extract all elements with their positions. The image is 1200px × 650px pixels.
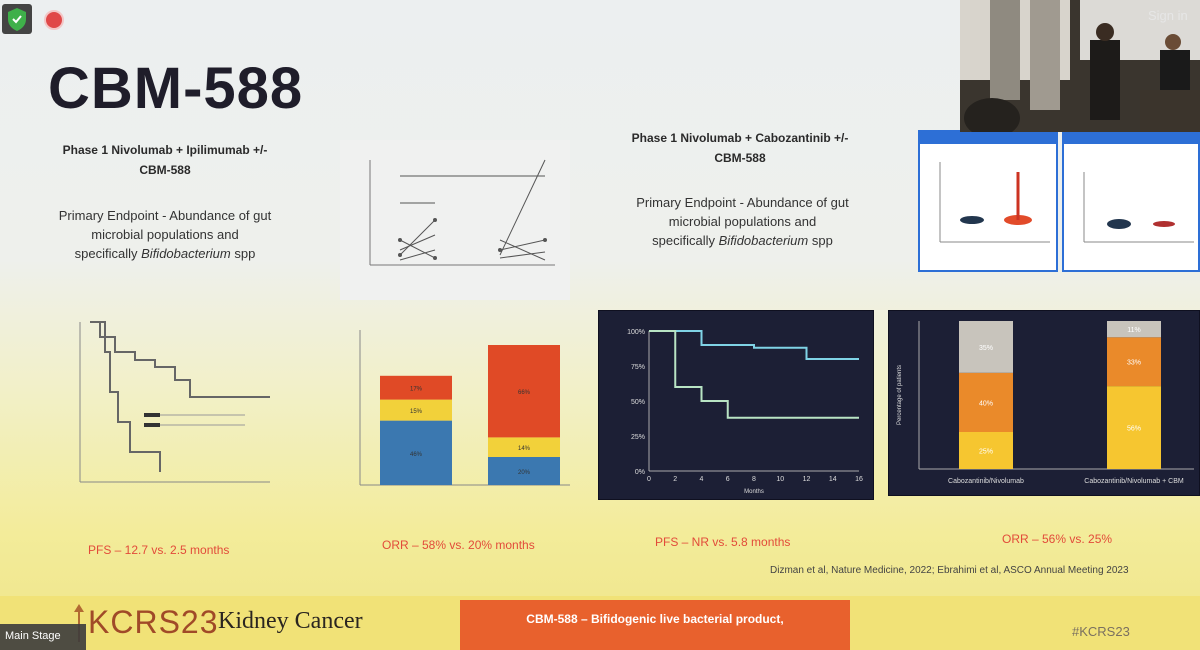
orr-dark-category-label: Cabozantinib/Nivolumab bbox=[948, 478, 1024, 485]
orr-dark-bar-segment bbox=[959, 372, 1013, 432]
orr-left-bar-segment bbox=[380, 375, 452, 400]
km-y-tick-label: 25% bbox=[631, 434, 645, 441]
right-trial-header: Phase 1 Nivolumab + Cabozantinib +/- CBM… bbox=[590, 128, 890, 168]
orr-left-bar-segment bbox=[488, 437, 560, 457]
orr-left-data-label: 15% bbox=[410, 409, 423, 415]
left-endpoint-spp: spp bbox=[230, 246, 256, 261]
km-y-tick-label: 50% bbox=[631, 399, 645, 406]
left-header-line1: Phase 1 Nivolumab + Ipilimumab +/- bbox=[62, 143, 268, 157]
sign-in-link[interactable]: Sign in bbox=[1148, 8, 1188, 23]
orr-dark-y-axis-label: Percentage of patients bbox=[897, 365, 903, 425]
left-header-line2: CBM-588 bbox=[139, 163, 191, 177]
km-x-tick-label: 10 bbox=[776, 476, 784, 483]
caption-orr-left: ORR – 58% vs. 20% months bbox=[382, 538, 535, 552]
left-trial-header: Phase 1 Nivolumab + Ipilimumab +/- CBM-5… bbox=[20, 140, 310, 180]
orr-dark-data-label: 56% bbox=[1127, 426, 1141, 433]
km-curve-nivo-ipi bbox=[79, 321, 270, 483]
right-endpoint: Primary Endpoint - Abundance of gut micr… bbox=[595, 193, 890, 250]
right-endpoint-spp: spp bbox=[808, 233, 833, 248]
left-endpoint-line3: specifically Bifidobacterium spp bbox=[20, 244, 310, 263]
right-endpoint-genus: Bifidobacterium bbox=[718, 233, 809, 248]
orr-left-bar-segment bbox=[488, 457, 560, 485]
km-series-line bbox=[649, 330, 859, 360]
orr-left-data-label: 17% bbox=[410, 387, 423, 393]
right-endpoint-line1: Primary Endpoint - Abundance of gut bbox=[636, 195, 849, 210]
km-series-line bbox=[649, 330, 859, 419]
orr-dark-bar-segment bbox=[1107, 386, 1161, 469]
speaker-camera-view bbox=[960, 0, 1200, 132]
km-y-tick-label: 75% bbox=[631, 364, 645, 371]
security-shield-icon[interactable] bbox=[2, 4, 32, 34]
km-y-tick-label: 0% bbox=[635, 469, 645, 476]
cbm-description-box: CBM-588 – Bifidogenic live bacterial pro… bbox=[460, 600, 850, 650]
orr-dark-category-label: Cabozantinib/Nivolumab + CBM bbox=[1084, 478, 1184, 485]
orr-dark-bar-segment bbox=[1107, 337, 1161, 387]
orr-left-data-label: 66% bbox=[518, 390, 531, 396]
km-x-tick-label: 14 bbox=[829, 476, 837, 483]
main-stage-label[interactable]: Main Stage bbox=[0, 624, 86, 650]
orr-left-bar-segment bbox=[488, 345, 560, 438]
km-x-tick-label: 16 bbox=[855, 476, 863, 483]
km-x-tick-label: 2 bbox=[673, 476, 677, 483]
km-curve-nivo-cabo: 0% 25% 50% 75% 100% 0 2 4 6 8 10 12 14 16 Months bbox=[598, 310, 874, 500]
orr-dark-data-label: 35% bbox=[979, 345, 993, 352]
orr-stacked-nivo-cabo: Percentage of patients 25% 40% 35% Cabozanti… bbox=[888, 310, 1200, 496]
hashtag-text: #KCRS23 bbox=[1072, 624, 1130, 639]
right-header-line2: CBM-588 bbox=[714, 151, 766, 165]
record-indicator-icon[interactable] bbox=[44, 10, 64, 30]
left-endpoint-genus: Bifidobacterium bbox=[141, 246, 231, 261]
citation-credit: Dizman et al, Nature Medicine, 2022; Ebr… bbox=[770, 565, 1129, 576]
orr-left-data-label: 20% bbox=[518, 470, 531, 476]
left-endpoint-specifically: specifically bbox=[74, 246, 142, 261]
orr-left-bar-segment bbox=[380, 399, 452, 421]
orr-dark-data-label: 11% bbox=[1127, 327, 1141, 334]
right-endpoint-line2: microbial populations and bbox=[668, 214, 817, 229]
orr-left-data-label: 14% bbox=[518, 446, 531, 452]
kcrs-logo-leaf-icon bbox=[74, 604, 84, 642]
right-endpoint-line3: specifically Bifidobacterium spp bbox=[595, 231, 890, 250]
km-x-tick-label: 6 bbox=[726, 476, 730, 483]
km-x-tick-label: 12 bbox=[803, 476, 811, 483]
left-endpoint: Primary Endpoint - Abundance of gut micr… bbox=[20, 206, 310, 263]
orr-left-bar-segment bbox=[380, 420, 452, 485]
violin-plot-1 bbox=[918, 130, 1058, 272]
orr-dark-bar-segment bbox=[959, 432, 1013, 469]
orr-dark-bar-segment bbox=[959, 321, 1013, 373]
right-header-line1: Phase 1 Nivolumab + Cabozantinib +/- bbox=[631, 131, 849, 145]
left-endpoint-line1: Primary Endpoint - Abundance of gut bbox=[58, 208, 272, 223]
caption-pfs-left: PFS – 12.7 vs. 2.5 months bbox=[88, 543, 230, 557]
orr-dark-bar-segment bbox=[1107, 321, 1161, 338]
microbial-abundance-plot bbox=[340, 140, 570, 300]
km-y-tick-label: 100% bbox=[627, 329, 645, 336]
caption-orr-right: ORR – 56% vs. 25% bbox=[1002, 532, 1113, 546]
km-x-tick-label: 4 bbox=[700, 476, 704, 483]
slide-title: CBM-588 bbox=[48, 56, 304, 121]
right-endpoint-specifically: specifically bbox=[652, 233, 719, 248]
violin-plot-2 bbox=[1062, 130, 1200, 272]
orr-left-data-label: 46% bbox=[410, 452, 423, 458]
km-x-tick-label: 8 bbox=[752, 476, 756, 483]
orr-dark-data-label: 33% bbox=[1127, 360, 1141, 367]
km-x-tick-label: 0 bbox=[647, 476, 651, 483]
kcrs-name: Kidney Cancer bbox=[218, 608, 363, 634]
kcrs-logo-text: KCRS23 bbox=[88, 604, 219, 640]
km-x-axis-label: Months bbox=[744, 489, 764, 495]
left-endpoint-line2: microbial populations and bbox=[91, 227, 239, 242]
caption-pfs-right: PFS – NR vs. 5.8 months bbox=[655, 535, 791, 549]
orr-dark-data-label: 25% bbox=[979, 449, 993, 456]
orr-dark-data-label: 40% bbox=[979, 400, 993, 407]
orr-stacked-nivo-ipi: 46% 15% 17% 20% 14% 66% bbox=[359, 330, 570, 486]
